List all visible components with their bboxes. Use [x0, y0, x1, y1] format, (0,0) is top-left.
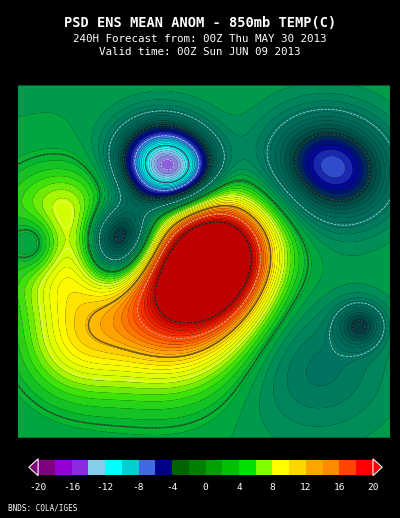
- Bar: [172, 460, 189, 474]
- Bar: [323, 460, 340, 474]
- Bar: [222, 460, 239, 474]
- Text: PSD ENS MEAN ANOM - 850mb TEMP(C): PSD ENS MEAN ANOM - 850mb TEMP(C): [64, 16, 336, 30]
- Bar: [189, 460, 206, 474]
- Text: 0: 0: [203, 483, 208, 492]
- Polygon shape: [30, 460, 38, 474]
- Bar: [239, 460, 256, 474]
- Text: 20: 20: [367, 483, 379, 492]
- Bar: [356, 460, 373, 474]
- Text: BNDS: COLA/IGES: BNDS: COLA/IGES: [8, 504, 77, 513]
- Text: 16: 16: [334, 483, 345, 492]
- Bar: [206, 460, 222, 474]
- Text: -16: -16: [63, 483, 80, 492]
- Text: 240H Forecast from: 00Z Thu MAY 30 2013: 240H Forecast from: 00Z Thu MAY 30 2013: [73, 34, 327, 45]
- Text: -4: -4: [166, 483, 178, 492]
- Bar: [155, 460, 172, 474]
- Text: -12: -12: [96, 483, 114, 492]
- Bar: [289, 460, 306, 474]
- Text: -8: -8: [133, 483, 144, 492]
- Bar: [306, 460, 323, 474]
- Bar: [105, 460, 122, 474]
- Bar: [88, 460, 105, 474]
- Text: 4: 4: [236, 483, 242, 492]
- Text: -20: -20: [30, 483, 47, 492]
- Bar: [72, 460, 88, 474]
- Text: Valid time: 00Z Sun JUN 09 2013: Valid time: 00Z Sun JUN 09 2013: [99, 47, 301, 57]
- Text: 8: 8: [270, 483, 275, 492]
- Bar: [340, 460, 356, 474]
- Bar: [38, 460, 55, 474]
- Polygon shape: [373, 460, 381, 474]
- Bar: [55, 460, 72, 474]
- Text: 12: 12: [300, 483, 312, 492]
- Bar: [272, 460, 289, 474]
- Bar: [138, 460, 155, 474]
- Bar: [122, 460, 138, 474]
- Bar: [256, 460, 272, 474]
